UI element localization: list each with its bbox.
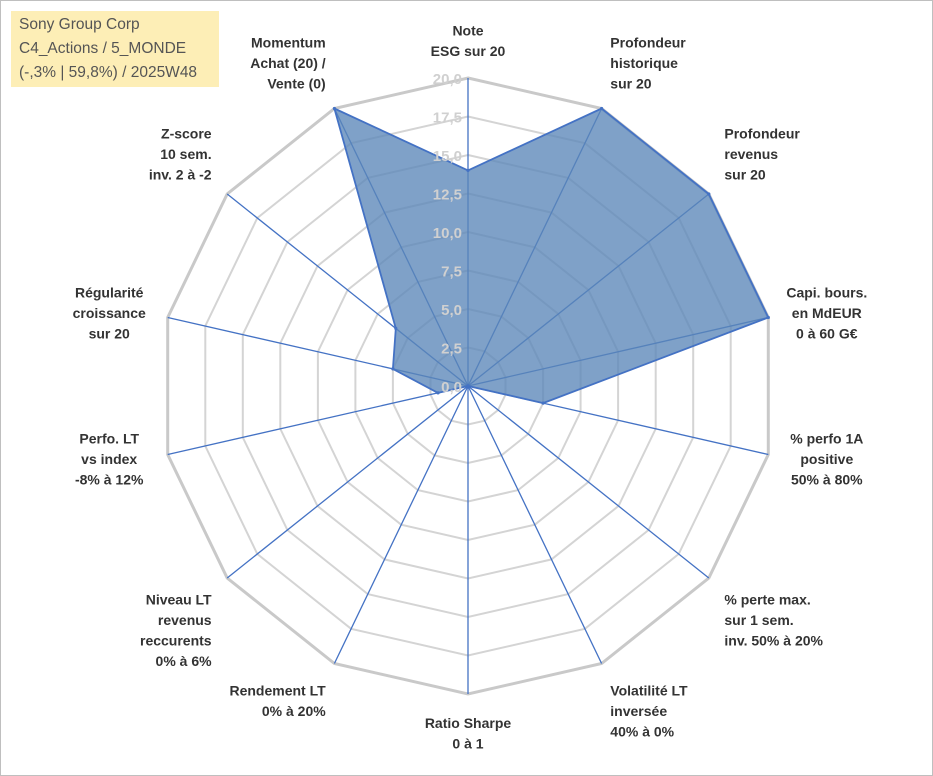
axis-label-9-line-1: Rendement LT (229, 683, 326, 699)
tick-label-0: 0,0 (441, 379, 462, 396)
axis-label-6-line-1: % perte max. (724, 592, 810, 608)
axis-label-8-line-1: Ratio Sharpe (425, 715, 512, 731)
axis-label-14-line-1: Momentum (251, 35, 326, 51)
axis-label-5-line-1: % perfo 1A (790, 431, 863, 447)
title-line-1: Sony Group Corp (19, 16, 140, 33)
axis-label-12-line-1: Régularité (75, 285, 144, 301)
axis-label-6-line-3: inv. 50% à 20% (724, 633, 823, 649)
axis-label-13-line-1: Z-score (161, 126, 212, 142)
axis-label-9: Rendement LT 0% à 20% (229, 683, 326, 720)
axis-label-7-line-3: 40% à 0% (610, 724, 674, 740)
axis-label-4-line-1: Capi. bours. (786, 285, 867, 301)
axis-label-3-line-3: sur 20 (724, 167, 765, 183)
data-point-5 (541, 401, 545, 405)
axis-label-5-line-2: positive (800, 451, 853, 467)
axis-label-9-line-2: 0% à 20% (262, 703, 326, 719)
axis-label-14-line-3: Vente (0) (267, 76, 325, 92)
spoke-line-11 (167, 385, 469, 456)
spoke-line-6 (467, 385, 710, 579)
data-point-3 (707, 192, 711, 196)
chart-title-box: Sony Group Corp C4_Actions / 5_MONDE (-,… (11, 11, 219, 87)
axis-label-2-line-2: historique (610, 55, 678, 71)
axis-label-14: Momentum Achat (20) / Vente (0) (250, 35, 326, 92)
series-area-1 (333, 107, 770, 405)
title-line-2: C4_Actions / 5_MONDE (19, 40, 187, 57)
axis-label-4-line-3: 0 à 60 G€ (796, 326, 858, 342)
axis-label-12: Régularité croissance sur 20 (73, 285, 146, 342)
axis-label-12-line-2: croissance (73, 305, 146, 321)
axis-label-6: % perte max. sur 1 sem. inv. 50% à 20% (724, 592, 823, 649)
axis-label-10-line-3: reccurents (140, 633, 212, 649)
tick-label-6: 15,0 (433, 148, 462, 165)
axis-label-1-line-1: Note (452, 23, 483, 39)
tick-label-3: 7,5 (441, 264, 462, 281)
title-line-3: (-,3% | 59,8%) / 2025W48 (19, 64, 198, 81)
axis-label-3: Profondeur revenus sur 20 (724, 126, 800, 183)
data-point-2 (600, 106, 604, 111)
axis-label-2-line-1: Profondeur (610, 35, 686, 51)
axis-label-1-line-2: ESG sur 20 (431, 43, 506, 59)
spoke-line-10 (226, 385, 469, 579)
spoke-line-9 (333, 385, 469, 664)
axis-label-8: Ratio Sharpe 0 à 1 (425, 715, 512, 752)
tick-label-5: 12,5 (433, 187, 462, 204)
data-point-10 (466, 384, 470, 388)
axis-label-13-line-3: inv. 2 à -2 (149, 167, 212, 183)
axis-label-5-line-3: 50% à 80% (791, 472, 863, 488)
tick-label-4: 10,0 (433, 225, 462, 242)
spoke-line-7 (467, 385, 603, 664)
tick-label-2: 5,0 (441, 302, 462, 319)
tick-label-1: 2,5 (441, 341, 462, 358)
axis-label-11-line-3: -8% à 12% (75, 472, 144, 488)
data-point-13 (394, 326, 398, 330)
axis-label-11-line-2: vs index (81, 451, 137, 467)
axis-label-14-line-2: Achat (20) / (250, 55, 326, 71)
axis-label-7-line-2: inversée (610, 703, 667, 719)
axis-label-12-line-3: sur 20 (89, 326, 130, 342)
data-point-1 (466, 168, 470, 172)
axis-label-8-line-2: 0 à 1 (452, 736, 483, 752)
axis-label-2-line-3: sur 20 (610, 76, 651, 92)
axis-label-4: Capi. bours. en MdEUR 0 à 60 G€ (786, 285, 867, 342)
axis-label-3-line-1: Profondeur (724, 126, 800, 142)
axis-label-10-line-1: Niveau LT (146, 592, 212, 608)
axis-label-7: Volatilité LT inversée 40% à 0% (610, 683, 688, 740)
axis-label-11-line-1: Perfo. LT (79, 431, 139, 447)
axis-label-4-line-2: en MdEUR (792, 305, 862, 321)
axis-label-3-line-2: revenus (724, 146, 778, 162)
axis-label-6-line-2: sur 1 sem. (724, 612, 793, 628)
axis-label-5: % perfo 1A positive 50% à 80% (790, 431, 863, 488)
data-point-12 (391, 367, 395, 371)
axis-label-11: Perfo. LT vs index -8% à 12% (75, 431, 144, 488)
data-point-4 (766, 315, 770, 320)
axis-label-1: Note ESG sur 20 (431, 23, 506, 60)
axis-label-10-line-4: 0% à 6% (156, 653, 213, 669)
axis-label-13: Z-score 10 sem. inv. 2 à -2 (149, 126, 212, 183)
axis-label-2: Profondeur historique sur 20 (610, 35, 686, 92)
data-point-11 (436, 391, 440, 395)
axis-label-10: Niveau LT revenus reccurents 0% à 6% (140, 592, 212, 670)
tick-label-8: 20,0 (433, 71, 462, 88)
axis-label-13-line-2: 10 sem. (160, 146, 211, 162)
data-point-14 (332, 106, 336, 111)
tick-label-7: 17,5 (433, 110, 462, 127)
axis-label-7-line-1: Volatilité LT (610, 683, 688, 699)
axis-label-10-line-2: revenus (158, 612, 212, 628)
